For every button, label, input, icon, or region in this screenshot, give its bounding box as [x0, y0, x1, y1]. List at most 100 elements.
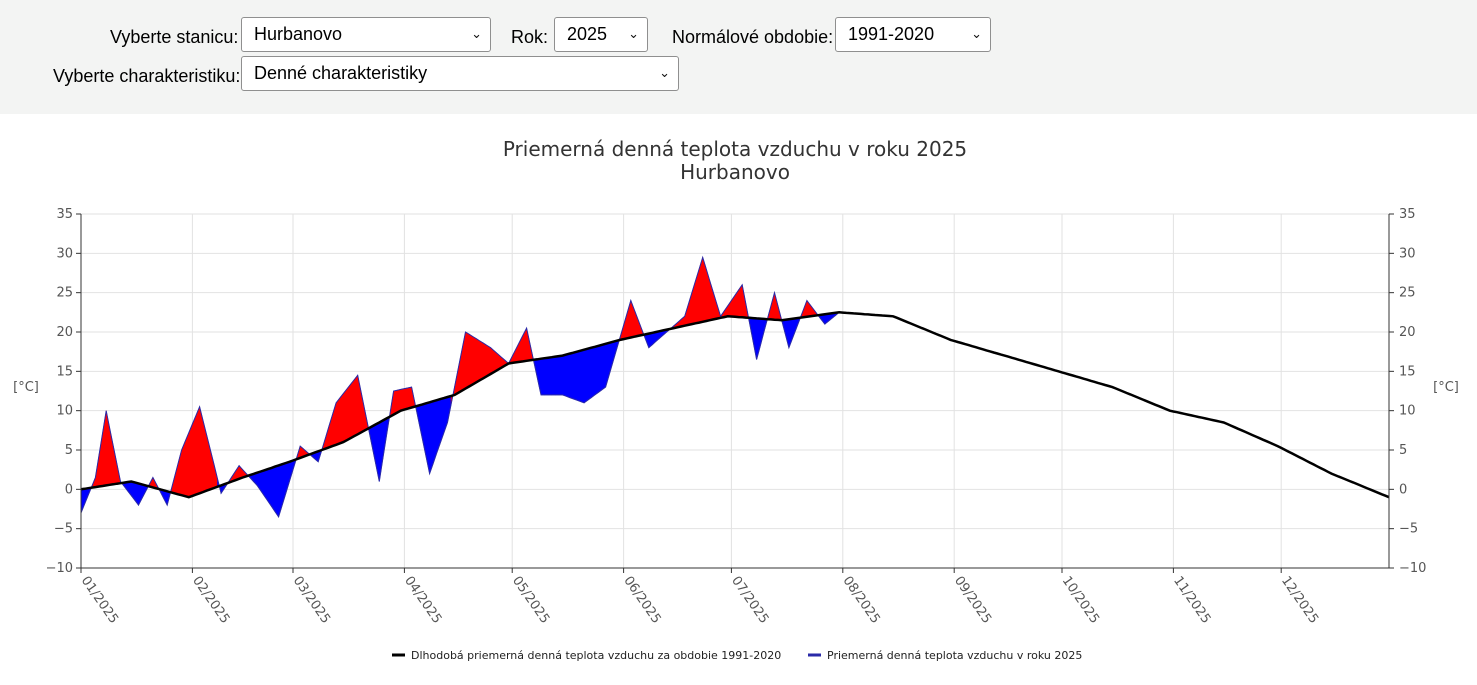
anomaly-above-normal [350, 379, 355, 439]
anomaly-above-normal [346, 383, 351, 441]
series-line-actual-2025 [80, 255, 840, 519]
anomaly-above-normal [335, 397, 341, 446]
anomaly-below-normal [792, 317, 797, 339]
y-tick-label-left: 10 [56, 404, 73, 419]
y-tick-label-left: 0 [65, 482, 73, 497]
anomaly-above-normal [465, 331, 470, 390]
anomaly-above-normal [393, 389, 398, 416]
anomaly-below-normal [572, 351, 578, 401]
legend-label-normal: Dlhodobá priemerná denná teplota vzduchu… [411, 649, 781, 662]
anomaly-above-normal [623, 312, 628, 340]
chart-subtitle: Hurbanovo [680, 160, 790, 184]
anomaly-below-normal [439, 397, 445, 443]
station-label: Vyberte stanicu: [110, 27, 239, 47]
x-tick-label: 05/2025 [509, 574, 552, 627]
y-axis-label-left: [°C] [13, 380, 39, 395]
anomaly-above-normal [113, 446, 118, 485]
anomaly-above-normal [457, 350, 463, 394]
anomaly-above-normal [404, 387, 409, 410]
y-tick-label-left: 20 [56, 325, 73, 340]
anomaly-below-normal [601, 343, 606, 391]
y-tick-label-right: 25 [1399, 286, 1416, 301]
y-axis-label-right: [°C] [1433, 380, 1459, 395]
anomaly-below-normal [580, 349, 585, 404]
y-tick-label-left: 15 [56, 364, 73, 379]
anomaly-above-normal [342, 388, 348, 443]
anomaly-above-normal [400, 388, 405, 412]
y-tick-label-right: −10 [1399, 561, 1426, 576]
station-select[interactable]: Hurbanovo ⌄ [241, 17, 491, 52]
anomaly-above-normal [695, 269, 700, 324]
anomaly-below-normal [569, 352, 574, 400]
year-value: 2025 [567, 24, 608, 44]
y-tick-label-right: 15 [1399, 364, 1416, 379]
x-tick-label: 07/2025 [728, 574, 771, 627]
x-tick-label: 04/2025 [401, 574, 444, 627]
anomaly-below-normal [544, 357, 549, 396]
characteristic-label: Vyberte charakteristiku: [53, 66, 241, 86]
anomaly-below-normal [594, 345, 599, 396]
y-tick-label-left: −10 [46, 561, 73, 576]
normal-period-label: Normálové obdobie: [672, 27, 834, 47]
normal-period-select[interactable]: 1991-2020 ⌄ [835, 17, 991, 52]
chart-title: Priemerná denná teplota vzduchu v roku 2… [503, 137, 967, 161]
anomaly-above-normal [360, 392, 366, 433]
anomaly-below-normal [371, 423, 377, 464]
anomaly-below-normal [752, 317, 757, 360]
x-tick-label: 01/2025 [78, 574, 121, 627]
characteristic-value: Denné charakteristiky [254, 63, 428, 83]
anomaly-above-normal [188, 423, 193, 498]
anomaly-below-normal [537, 358, 542, 395]
anomaly-above-normal [472, 335, 477, 385]
series-lines [80, 255, 1390, 519]
year-label: Rok: [511, 27, 549, 47]
anomaly-below-normal [418, 404, 423, 440]
anomaly-below-normal [576, 350, 581, 402]
anomaly-below-normal [598, 344, 603, 393]
anomaly-below-normal [271, 466, 276, 513]
chevron-down-icon: ⌄ [971, 26, 982, 41]
x-tick-label: 12/2025 [1278, 574, 1321, 627]
characteristic-select[interactable]: Denné charakteristiky ⌄ [241, 56, 679, 91]
anomaly-below-normal [590, 346, 596, 399]
x-tick-label: 03/2025 [290, 574, 333, 627]
anomaly-below-normal [163, 489, 168, 506]
year-select[interactable]: 2025 ⌄ [554, 17, 648, 52]
chevron-down-icon: ⌄ [471, 26, 482, 41]
anomaly-above-normal [483, 342, 488, 379]
anomaly-below-normal [558, 355, 563, 396]
axes: 35 35 30 30 25 25 20 20 15 15 10 10 5 5 0 0 −5 −5 −10 −10 01… [46, 207, 1427, 627]
legend: Dlhodobá priemerná denná teplota vzduchu… [392, 649, 1082, 662]
anomaly-below-normal [540, 357, 545, 396]
y-tick-label-right: 10 [1399, 404, 1416, 419]
anomaly-above-normal [713, 292, 718, 320]
anomaly-above-normal [192, 415, 197, 497]
anomaly-fills [80, 257, 841, 518]
anomaly-below-normal [565, 353, 571, 399]
x-tick-label: 06/2025 [620, 574, 663, 627]
anomaly-below-normal [551, 356, 556, 396]
y-tick-label-right: 0 [1399, 482, 1407, 497]
anomaly-below-normal [784, 318, 790, 348]
x-tick-label: 08/2025 [840, 574, 883, 627]
anomaly-below-normal [547, 356, 553, 396]
anomaly-below-normal [278, 463, 283, 517]
anomaly-below-normal [554, 355, 560, 396]
anomaly-below-normal [587, 347, 592, 401]
anomaly-above-normal [184, 432, 190, 498]
anomaly-below-normal [583, 348, 589, 404]
y-tick-label-left: 25 [56, 286, 73, 301]
anomaly-above-normal [339, 392, 344, 444]
y-tick-label-right: 20 [1399, 325, 1416, 340]
y-tick-label-right: 30 [1399, 246, 1416, 261]
chevron-down-icon: ⌄ [628, 26, 639, 41]
anomaly-above-normal [396, 389, 402, 414]
anomaly-above-normal [353, 374, 359, 437]
anomaly-above-normal [705, 269, 711, 322]
y-tick-label-left: 5 [65, 443, 73, 458]
temperature-chart: Priemerná denná teplota vzduchu v roku 2… [13, 137, 1459, 662]
anomaly-above-normal [468, 333, 474, 388]
anomaly-below-normal [267, 467, 272, 508]
x-tick-label: 11/2025 [1170, 574, 1213, 627]
anomaly-below-normal [274, 464, 279, 518]
